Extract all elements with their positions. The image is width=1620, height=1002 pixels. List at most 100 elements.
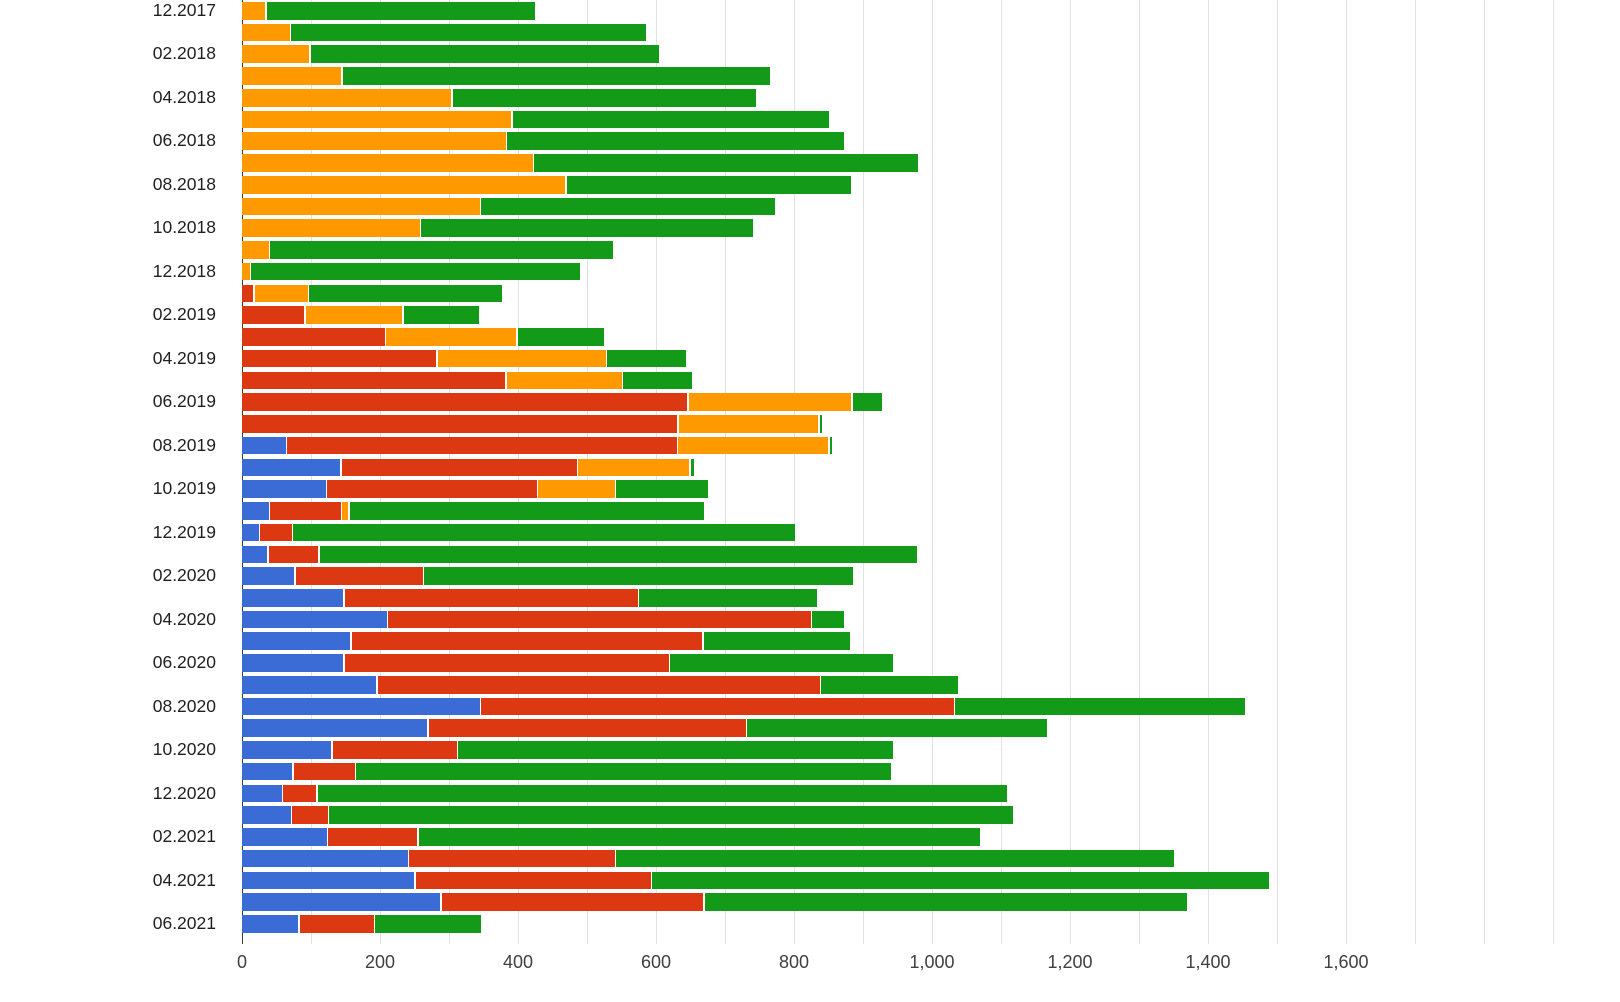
bar-segment-orange[interactable] [437, 349, 606, 368]
bar-segment-red[interactable] [242, 306, 305, 324]
bar-segment-blue[interactable] [242, 502, 269, 520]
bar-segment-green[interactable] [747, 719, 1048, 737]
bar-segment-green[interactable] [375, 915, 482, 933]
bar-segment-red[interactable] [292, 806, 328, 824]
bar-segment-green[interactable] [639, 588, 818, 607]
bar-segment-blue[interactable] [242, 480, 326, 498]
bar-segment-orange[interactable] [242, 219, 420, 237]
bar-segment-red[interactable] [344, 588, 638, 607]
bar-segment-red[interactable] [287, 436, 677, 455]
bar-segment-red[interactable] [481, 697, 954, 716]
bar-segment-red[interactable] [327, 480, 537, 498]
bar-segment-red[interactable] [270, 502, 341, 520]
bar-segment-orange[interactable] [242, 2, 266, 20]
bar-segment-orange[interactable] [242, 241, 269, 259]
bar-segment-red[interactable] [441, 893, 704, 911]
bar-segment-blue[interactable] [242, 762, 293, 781]
bar-segment-green[interactable] [704, 893, 1188, 911]
bar-segment-green[interactable] [458, 741, 894, 759]
bar-segment-red[interactable] [341, 458, 577, 477]
bar-segment-green[interactable] [251, 262, 580, 281]
bar-segment-orange[interactable] [242, 197, 480, 216]
bar-segment-red[interactable] [344, 654, 669, 672]
bar-segment-green[interactable] [309, 284, 503, 303]
bar-segment-red[interactable] [377, 675, 820, 694]
bar-segment-green[interactable] [424, 567, 853, 585]
bar-segment-green[interactable] [293, 523, 795, 542]
bar-segment-orange[interactable] [305, 306, 403, 324]
bar-segment-red[interactable] [260, 523, 292, 542]
bar-segment-green[interactable] [452, 88, 756, 107]
bar-segment-blue[interactable] [242, 523, 259, 542]
bar-segment-green[interactable] [616, 480, 708, 498]
bar-segment-orange[interactable] [242, 262, 250, 281]
bar-segment-blue[interactable] [242, 436, 286, 455]
bar-segment-orange[interactable] [242, 154, 533, 172]
bar-segment-green[interactable] [534, 154, 919, 172]
bar-segment-orange[interactable] [342, 502, 349, 520]
bar-segment-red[interactable] [332, 741, 457, 759]
bar-segment-blue[interactable] [242, 697, 480, 716]
bar-segment-red[interactable] [388, 610, 811, 629]
bar-segment-blue[interactable] [242, 545, 268, 564]
bar-segment-green[interactable] [349, 502, 705, 520]
bar-segment-green[interactable] [517, 328, 605, 346]
bar-segment-red[interactable] [428, 719, 746, 737]
bar-segment-green[interactable] [342, 67, 771, 85]
bar-segment-red[interactable] [409, 849, 615, 868]
bar-segment-red[interactable] [242, 393, 688, 411]
bar-segment-red[interactable] [351, 632, 703, 651]
bar-segment-red[interactable] [242, 284, 254, 303]
bar-segment-orange[interactable] [242, 110, 512, 129]
bar-segment-blue[interactable] [242, 893, 441, 911]
bar-segment-blue[interactable] [242, 784, 282, 803]
bar-segment-green[interactable] [670, 654, 894, 672]
bar-segment-green[interactable] [821, 675, 959, 694]
bar-segment-green[interactable] [703, 632, 850, 651]
bar-segment-blue[interactable] [242, 654, 344, 672]
bar-segment-green[interactable] [955, 697, 1245, 716]
bar-segment-green[interactable] [418, 828, 981, 846]
bar-segment-red[interactable] [293, 762, 355, 781]
bar-segment-green[interactable] [310, 45, 659, 64]
bar-segment-red[interactable] [242, 328, 385, 346]
bar-segment-green[interactable] [270, 241, 613, 259]
bar-segment-green[interactable] [507, 132, 844, 151]
bar-segment-red[interactable] [295, 567, 423, 585]
bar-segment-red[interactable] [283, 784, 316, 803]
bar-segment-red[interactable] [299, 915, 374, 933]
bar-segment-blue[interactable] [242, 828, 327, 846]
bar-segment-green[interactable] [421, 219, 753, 237]
bar-segment-green[interactable] [481, 197, 775, 216]
bar-segment-orange[interactable] [538, 480, 615, 498]
bar-segment-red[interactable] [242, 371, 506, 390]
bar-segment-green[interactable] [356, 762, 892, 781]
bar-segment-orange[interactable] [242, 45, 310, 64]
bar-segment-red[interactable] [242, 415, 678, 433]
bar-segment-orange[interactable] [678, 415, 819, 433]
bar-segment-green[interactable] [829, 436, 833, 455]
bar-segment-blue[interactable] [242, 567, 295, 585]
bar-segment-orange[interactable] [688, 393, 852, 411]
bar-segment-orange[interactable] [242, 23, 290, 42]
bar-segment-orange[interactable] [578, 458, 690, 477]
bar-segment-green[interactable] [403, 306, 479, 324]
bar-segment-blue[interactable] [242, 719, 428, 737]
bar-segment-orange[interactable] [242, 175, 566, 194]
bar-segment-green[interactable] [291, 23, 646, 42]
bar-segment-orange[interactable] [254, 284, 308, 303]
bar-segment-blue[interactable] [242, 610, 387, 629]
bar-segment-blue[interactable] [242, 806, 291, 824]
bar-segment-blue[interactable] [242, 871, 415, 890]
bar-segment-green[interactable] [852, 393, 883, 411]
bar-segment-green[interactable] [266, 2, 535, 20]
bar-segment-green[interactable] [652, 871, 1270, 890]
bar-segment-orange[interactable] [242, 132, 506, 151]
bar-segment-green[interactable] [616, 849, 1175, 868]
bar-segment-green[interactable] [607, 349, 686, 368]
bar-segment-red[interactable] [268, 545, 319, 564]
bar-segment-green[interactable] [623, 371, 692, 390]
bar-segment-blue[interactable] [242, 675, 377, 694]
bar-segment-blue[interactable] [242, 915, 299, 933]
bar-segment-blue[interactable] [242, 849, 408, 868]
